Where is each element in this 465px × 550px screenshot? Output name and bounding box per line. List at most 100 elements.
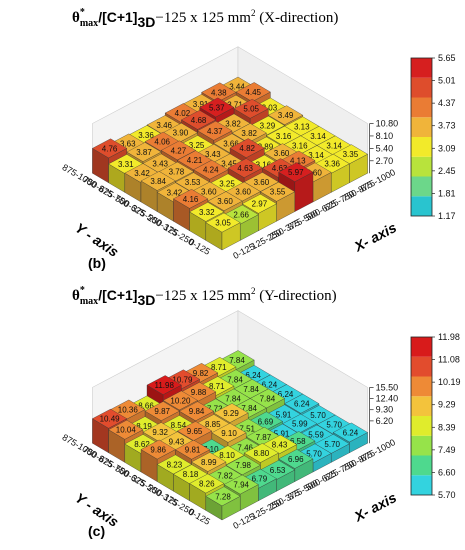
data-label: 3.14 [326, 141, 342, 150]
bar-top [162, 390, 198, 411]
colorbar-segment [411, 58, 432, 78]
data-label: 9.29 [223, 409, 239, 418]
bar-top [332, 422, 368, 443]
data-label: 4.13 [290, 157, 306, 166]
data-label: 4.06 [154, 138, 170, 147]
colorbar-frame [410, 57, 433, 217]
data-label: 3.43 [205, 150, 221, 159]
data-label: 3.42 [134, 169, 150, 178]
data-label: 4.27 [171, 146, 187, 155]
colorbar-tick-label: 6.60 [438, 467, 456, 477]
chart-panel-2: θ* max/[C+1]3D−125 x 125 mm2 (Y-direction… [61, 285, 461, 539]
data-label: 8.43 [272, 441, 288, 450]
data-label: 3.60 [306, 168, 322, 177]
bar-top [223, 474, 259, 495]
bar-top [282, 413, 318, 434]
data-label: 3.42 [167, 188, 183, 197]
bar: 3.55 [260, 181, 296, 222]
z-tick-label: 12.40 [376, 394, 399, 404]
data-label: 8.80 [254, 449, 270, 458]
data-label: 3.05 [215, 219, 231, 228]
bar-top [160, 140, 196, 161]
z-tick-label: 6.20 [376, 416, 394, 426]
data-label: 6.24 [343, 428, 359, 437]
colorbar-segment [411, 475, 432, 495]
z-tick-label: 2.70 [376, 156, 394, 166]
colorbar-tick-label: 11.98 [438, 332, 460, 342]
colorbar-segment [411, 396, 432, 416]
data-label: 3.16 [256, 161, 272, 170]
bar-top [191, 452, 227, 472]
data-label: 10.49 [100, 415, 121, 424]
bar-top [211, 422, 247, 443]
data-label: 3.82 [225, 119, 241, 128]
data-label: 8.66 [138, 401, 154, 410]
data-label: 3.90 [173, 129, 189, 138]
data-label: 9.86 [150, 446, 166, 455]
colorbar-segment [411, 435, 432, 456]
colorbar-segment [411, 455, 432, 476]
colorbar-segment [411, 156, 432, 177]
data-label: 3.45 [221, 159, 237, 168]
bar-top [233, 98, 269, 119]
bar-top [260, 181, 296, 202]
data-label: 6.96 [288, 455, 304, 464]
colorbar-tick-label: 1.17 [438, 211, 456, 221]
colorbar-frame [410, 336, 433, 496]
data-label: 3.14 [310, 132, 326, 141]
bar-top [243, 443, 279, 463]
data-label: 6.24 [278, 390, 294, 399]
z-tick-label: 9.30 [376, 405, 394, 415]
data-label: 3.49 [278, 111, 294, 120]
data-label: 3.87 [136, 148, 152, 157]
bar-top [235, 82, 271, 102]
data-label: 4.16 [183, 195, 199, 204]
data-label: 8.10 [219, 451, 235, 460]
data-label: 8.71 [211, 363, 227, 372]
bar-top [278, 162, 314, 182]
chart-title: θ* max/[C+1]3D−125 x 125 mm2 (Y-direction… [72, 285, 337, 308]
data-label: 7.73 [207, 404, 223, 413]
colorbar-tick-label: 10.19 [438, 377, 461, 387]
colorbar-tick-label: 3.73 [438, 121, 456, 131]
colorbar-tick-label: 5.65 [438, 53, 456, 63]
data-label: 3.84 [150, 177, 166, 186]
bar-top [189, 473, 225, 494]
data-label: 3.16 [292, 141, 308, 150]
data-label: 6.79 [252, 475, 268, 484]
data-label: 5.91 [274, 430, 290, 439]
data-label: 11.98 [154, 381, 174, 390]
bar-top [177, 421, 213, 441]
bar-top [140, 439, 176, 460]
colorbar-tick-label: 11.08 [438, 355, 460, 365]
data-label: 8.85 [205, 420, 221, 429]
data-label: 2.97 [252, 200, 268, 209]
data-label: 3.66 [223, 139, 239, 148]
data-label: 9.10 [221, 429, 237, 438]
data-label: 2.66 [233, 211, 249, 220]
colorbar-tick-label: 7.49 [438, 445, 456, 455]
data-label: 3.63 [120, 139, 136, 148]
data-label: 4.76 [102, 144, 118, 153]
data-label: 7.84 [243, 385, 259, 394]
data-label: 8.54 [171, 421, 187, 430]
bar-top [229, 138, 265, 158]
data-label: 5.99 [292, 420, 308, 429]
chart-panel-1: θ* max/[C+1]3D−125 x 125 mm2 (X-direction… [61, 7, 456, 271]
data-label: 2.89 [258, 142, 274, 151]
colorbar-segment [411, 337, 432, 357]
bar-top [146, 375, 182, 395]
data-label: 3.16 [276, 132, 292, 141]
data-label: 9.43 [169, 437, 185, 446]
data-label: 3.55 [270, 188, 286, 197]
colorbar-segment [411, 117, 432, 137]
data-label: 10.04 [116, 426, 137, 435]
data-label: 3.78 [169, 168, 185, 177]
colorbar-segment [411, 97, 432, 118]
data-label: 7.84 [229, 356, 245, 365]
data-label: 4.63 [237, 164, 253, 173]
bar-top [108, 419, 144, 440]
data-label: 3.82 [241, 129, 257, 138]
bar-top [205, 212, 241, 233]
bar-top [189, 202, 225, 222]
